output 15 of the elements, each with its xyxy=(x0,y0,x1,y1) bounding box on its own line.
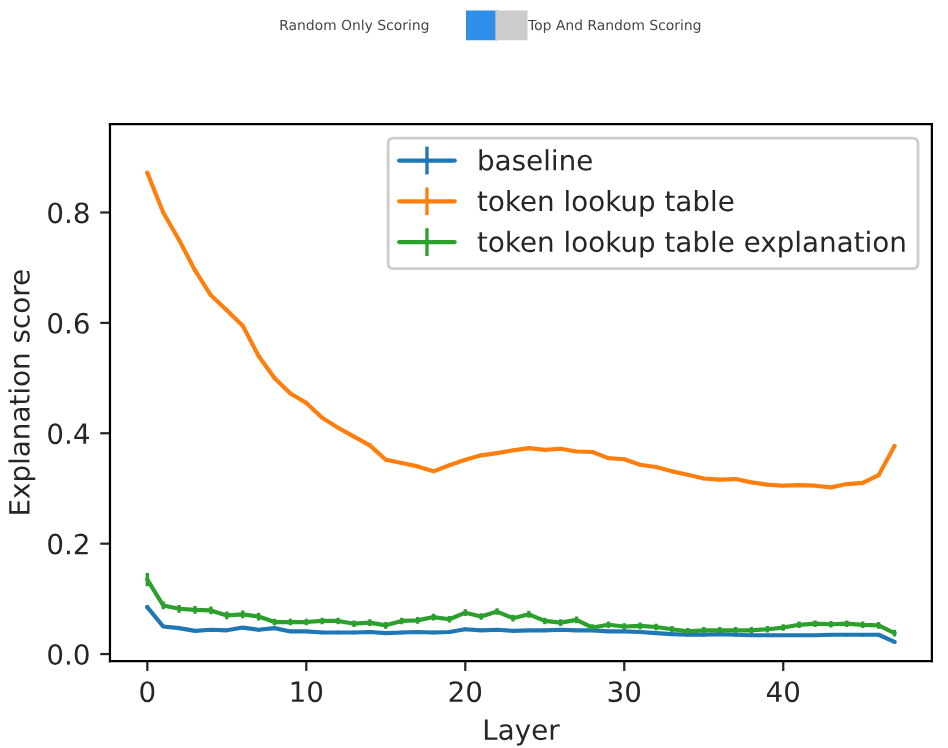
y-tick-label: 0.2 xyxy=(48,533,88,555)
y-tick-label: 0.6 xyxy=(48,312,89,334)
x-tick-label: 30 xyxy=(608,681,641,703)
x-axis-title: Layer xyxy=(484,719,560,746)
y-tick-label: 0.0 xyxy=(48,643,89,665)
x-tick-label: 0 xyxy=(140,681,155,703)
x-tick-label: 40 xyxy=(766,681,800,703)
y-axis-title: Explanation score xyxy=(8,270,36,514)
legend-label: baseline xyxy=(479,149,592,171)
y-tick-label: 0.8 xyxy=(48,202,89,224)
x-tick-label: 20 xyxy=(449,681,482,703)
y-tick-label: 0.4 xyxy=(48,423,89,445)
x-tick-label: 10 xyxy=(291,681,323,703)
legend-label: token lookup table xyxy=(477,189,734,217)
legend-label: token lookup table explanation xyxy=(477,230,905,258)
